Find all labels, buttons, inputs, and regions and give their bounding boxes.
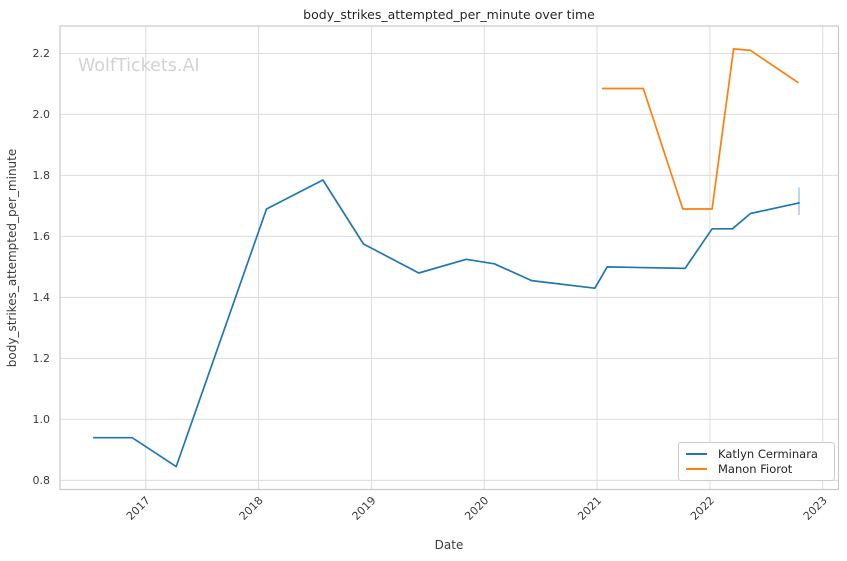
x-tick-label: 2020: [462, 494, 491, 523]
x-axis-label: Date: [435, 538, 464, 552]
y-axis-label: body_strikes_attempted_per_minute: [5, 149, 19, 367]
legend-line-swatch-blue: [686, 452, 707, 455]
y-tick-label: 2.2: [33, 47, 51, 60]
chart-title: body_strikes_attempted_per_minute over t…: [303, 7, 595, 22]
x-tick-label: 2019: [350, 494, 379, 523]
legend-item-katlyn-cerminara: Katlyn Cerminara: [686, 447, 827, 461]
legend-item-manon-fiorot: Manon Fiorot: [686, 462, 827, 476]
x-tick-label: 2018: [237, 494, 266, 523]
legend-line-swatch-orange: [686, 468, 707, 471]
y-tick-label: 1.6: [33, 230, 51, 243]
y-tick-label: 1.0: [33, 413, 51, 426]
y-tick-label: 0.8: [33, 474, 51, 487]
series-line-1: [601, 48, 799, 210]
y-tick-label: 2.0: [33, 108, 51, 121]
x-tick-label: 2022: [688, 494, 717, 523]
series-line-0: [92, 179, 800, 468]
legend-label: Katlyn Cerminara: [718, 446, 818, 461]
plot-frame: [59, 25, 840, 491]
y-tick-label: 1.2: [33, 352, 51, 365]
x-tick-label: 2017: [124, 494, 153, 523]
data-series: [92, 48, 800, 468]
gridlines: [60, 26, 839, 490]
legend: Katlyn Cerminara Manon Fiorot: [678, 442, 835, 481]
x-tick-label: 2023: [801, 494, 830, 523]
watermark-text: WolfTickets.AI: [78, 56, 200, 76]
x-tick-label: 2021: [575, 494, 604, 523]
legend-label: Manon Fiorot: [718, 462, 793, 477]
y-tick-label: 1.4: [33, 291, 51, 304]
y-tick-label: 1.8: [33, 169, 51, 182]
